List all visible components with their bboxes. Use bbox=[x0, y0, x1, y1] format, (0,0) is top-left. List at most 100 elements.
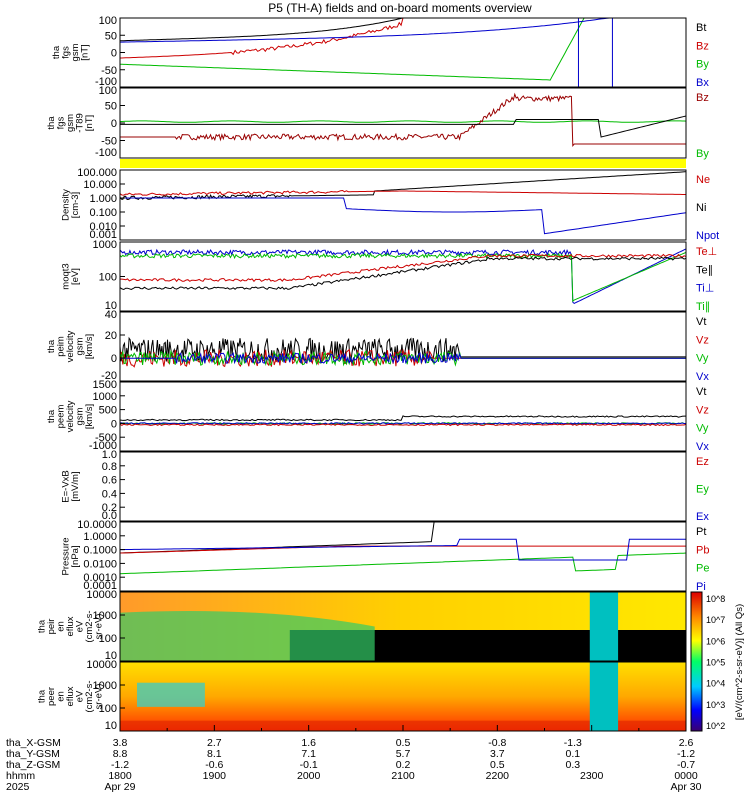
ytick-label: 0.010 bbox=[89, 221, 117, 233]
legend-Ez: Ez bbox=[696, 456, 709, 468]
legend-Pi: Pi bbox=[696, 581, 706, 593]
ylabel: moqt3[eV] bbox=[60, 263, 81, 289]
ytick-label: 0.4 bbox=[102, 488, 117, 500]
xtick-label: -1.3 bbox=[564, 737, 582, 749]
legend-Vt: Vt bbox=[696, 316, 706, 328]
ylabel-line: gsm bbox=[70, 43, 81, 61]
colorbar-tick: 10^8 bbox=[706, 594, 725, 604]
colorbar-tick: 10^4 bbox=[706, 679, 725, 689]
ytick-label: 10 bbox=[105, 650, 117, 662]
colorbar-tick: 10^7 bbox=[706, 615, 725, 625]
xtick-label: -0.1 bbox=[300, 759, 318, 771]
panel-frame bbox=[119, 521, 687, 592]
ytick-label: 100 bbox=[99, 15, 117, 27]
ytick-label: 1000 bbox=[93, 680, 117, 692]
xtick-label: Apr 30 bbox=[671, 781, 702, 793]
ytick-label: 0.001 bbox=[89, 229, 117, 241]
xtick-label: 2200 bbox=[486, 770, 510, 782]
panels: 100500-50-100thafgsgsm[nT]BtBzByBx100500… bbox=[37, 15, 720, 732]
pi-series bbox=[120, 538, 686, 561]
ytick-label: 100 bbox=[99, 633, 117, 645]
ytick-label: 0.100 bbox=[89, 207, 117, 219]
panel-peer-spectrogram: 10000100010010thapeerenefluxeV(cm2-s-sr-… bbox=[37, 659, 687, 732]
spectrogram-low-region bbox=[136, 682, 205, 707]
xaxis-row-label: tha_Z-GSM bbox=[6, 759, 60, 771]
ytick-label: 10000 bbox=[86, 589, 117, 601]
ytick-label: 1.0 bbox=[102, 449, 117, 461]
xtick-label: -1.2 bbox=[111, 759, 129, 771]
ylabel-line: Density bbox=[60, 189, 71, 221]
xtick-label: 0000 bbox=[674, 770, 698, 782]
legend-Vx: Vx bbox=[696, 441, 709, 453]
xtick-label: 2000 bbox=[297, 770, 321, 782]
te-par-series bbox=[119, 256, 687, 291]
ytick-label: -100 bbox=[95, 147, 117, 159]
ylabel-line: moqt3 bbox=[60, 263, 71, 289]
ylabel-line: E=-VxB bbox=[60, 470, 71, 502]
xtick-label: -0.6 bbox=[205, 759, 223, 771]
ylabel-line: eV bbox=[75, 690, 86, 702]
xtick-label: 2.6 bbox=[679, 737, 694, 749]
legend-Bx: Bx bbox=[696, 77, 709, 89]
panel-frame bbox=[119, 381, 687, 452]
legend-Pt: Pt bbox=[696, 526, 706, 538]
legend-By: By bbox=[696, 148, 709, 160]
ylabel-line: (cm2-s- bbox=[84, 680, 95, 712]
panel-frame bbox=[119, 311, 687, 382]
ylabel-line: velocity bbox=[65, 400, 76, 432]
legend-Vz: Vz bbox=[696, 334, 709, 346]
ytick-label: 500 bbox=[99, 405, 117, 417]
ytick-label: -50 bbox=[101, 65, 117, 77]
ylabel-line: [km/s] bbox=[84, 404, 95, 429]
spectrogram-gap-band bbox=[589, 662, 619, 731]
status-bar bbox=[120, 159, 686, 168]
ti-perp-series bbox=[119, 248, 687, 304]
xtick-label: 0.2 bbox=[396, 759, 411, 771]
panel-frame bbox=[119, 169, 687, 241]
ylabel-line: tha bbox=[46, 409, 57, 423]
ytick-label: 100 bbox=[99, 85, 117, 97]
panel-frame bbox=[119, 241, 687, 312]
ytick-label: 10 bbox=[105, 720, 117, 732]
ylabel-line: (cm2-s- bbox=[84, 610, 95, 642]
xtick-label: 0.1 bbox=[565, 748, 580, 760]
colorbar-tick: 10^6 bbox=[706, 636, 725, 646]
spectrogram-dark-region bbox=[289, 629, 686, 661]
by-series bbox=[119, 17, 686, 81]
ytick-label: 0.6 bbox=[102, 475, 117, 487]
ytick-label: 10 bbox=[105, 300, 117, 312]
xaxis-row-label: tha_X-GSM bbox=[6, 737, 61, 749]
panel-frame bbox=[119, 87, 687, 159]
ytick-label: -500 bbox=[95, 432, 117, 444]
ylabel-line: en bbox=[56, 621, 67, 632]
legend-Vt: Vt bbox=[696, 386, 706, 398]
vt-ion-series bbox=[119, 336, 686, 363]
xtick-label: 1800 bbox=[108, 770, 132, 782]
colorbar-scale bbox=[690, 591, 703, 732]
xtick-label: -1.2 bbox=[677, 748, 695, 760]
ylabel-line: en bbox=[56, 691, 67, 702]
ylabel-line: gsm bbox=[75, 337, 86, 355]
ylabel-line: tha bbox=[37, 689, 48, 703]
ytick-label: 1500 bbox=[93, 379, 117, 391]
ytick-label: 0 bbox=[111, 118, 117, 130]
ylabel-line: [nPa] bbox=[70, 545, 81, 567]
ylabel-line: tha bbox=[51, 45, 62, 59]
legend-Vx: Vx bbox=[696, 371, 709, 383]
ylabel-line: tha bbox=[46, 116, 57, 130]
legend-Bz: Bz bbox=[696, 92, 709, 104]
spectrogram-gap-band bbox=[589, 592, 619, 661]
pe-series bbox=[119, 552, 687, 575]
colorbar-label: [eV/(cm^2-s-sr-eV)] (All Qs) bbox=[734, 604, 745, 720]
ytick-label: 0 bbox=[111, 418, 117, 430]
xtick-label: 0.3 bbox=[565, 759, 580, 771]
ylabel-line: velocity bbox=[65, 330, 76, 362]
legend-Pb: Pb bbox=[696, 544, 709, 556]
xtick-label: 2.7 bbox=[207, 737, 222, 749]
